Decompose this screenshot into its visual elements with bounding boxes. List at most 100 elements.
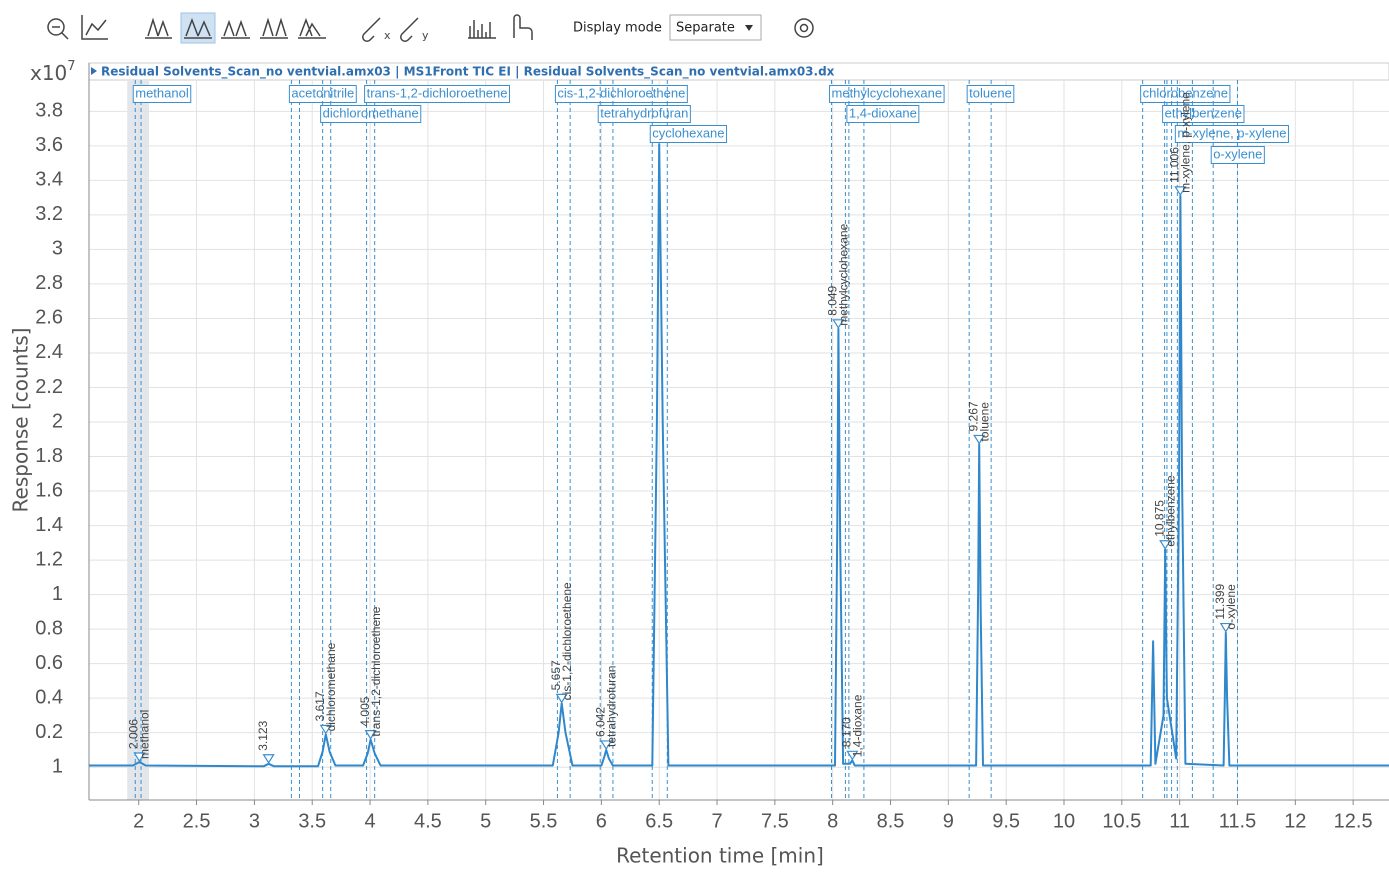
peak-marker: [1174, 186, 1187, 197]
y-tick-label: 1.6: [35, 479, 63, 501]
y-tick-label: 3.4: [35, 169, 63, 191]
peak-marker: [973, 434, 986, 445]
trace: [89, 143, 1389, 768]
peak-time-label: 3.617: [313, 691, 327, 721]
peak-marker: [133, 752, 146, 763]
peak-marker: [832, 319, 845, 329]
link-x-button[interactable]: x: [362, 17, 391, 42]
peak-marker: [364, 729, 377, 740]
peak-time-label: 8.049: [826, 285, 840, 315]
y-tick-label: 3.8: [35, 100, 63, 122]
x-tick-label: 11.5: [1219, 810, 1256, 832]
compound-box: [649, 125, 728, 143]
compound-box: [364, 85, 511, 103]
x-tick-label: 4.5: [414, 810, 442, 832]
compound-label: chlorobenzene: [1143, 85, 1228, 100]
compound-box: [846, 105, 920, 123]
compound-label: tetrahydrofuran: [600, 105, 688, 120]
peak-marker: [555, 693, 568, 704]
link-y-button[interactable]: y: [400, 17, 429, 42]
trace-title: Residual Solvents_Scan_no ventvial.amx03…: [101, 65, 835, 80]
y-tick-label: 1.8: [35, 445, 63, 467]
toolbar: x y Display mode Separate: [47, 12, 814, 44]
peak-marker: [319, 724, 332, 735]
x-tick-label: 7: [711, 810, 722, 832]
peak-name-label: dichloromethane: [324, 642, 338, 731]
dropdown-arrow: [745, 25, 753, 31]
peak-marker: [600, 740, 613, 751]
compound-label: toluene: [969, 85, 1012, 100]
peak-name-label: cis-1,2-dichloroethene: [560, 582, 574, 700]
y-tick-label: 1: [52, 755, 63, 777]
compound-label: 1,4-dioxane: [849, 105, 917, 120]
compound-box: [1140, 85, 1231, 103]
zoom-out-button[interactable]: [47, 18, 69, 40]
peak-time-label: 4.005: [358, 696, 372, 726]
peak-name-label: 1,4-dioxane: [851, 694, 865, 757]
peak-time-label: 8.170: [840, 717, 854, 747]
x-tick-label: 11: [1169, 810, 1190, 832]
x-tick-label: 2: [133, 810, 144, 832]
compound-label: dichloromethane: [323, 105, 419, 120]
split-button[interactable]: [221, 19, 250, 39]
x-tick-label: 10.5: [1102, 810, 1141, 832]
x-tick-label: 6: [596, 810, 607, 832]
compound-box: [554, 85, 688, 103]
compound-label: cyclohexane: [652, 125, 724, 140]
peak-time-label: 11.399: [1213, 583, 1227, 619]
peak-time-label: 10.875: [1152, 500, 1166, 537]
display-mode-label: Display mode: [573, 21, 662, 36]
peak-marker: [846, 750, 859, 761]
y-tick-label: 3: [52, 238, 63, 260]
peak-marker: [1219, 622, 1232, 633]
peak-time-label: 6.042: [593, 707, 607, 737]
y-tick-label: 2.6: [35, 307, 63, 329]
peak-time-label: 2.006: [127, 719, 141, 749]
compound-box: [1210, 146, 1265, 164]
peak-time-label: 9.267: [966, 401, 980, 431]
peak-time-label: 11.006: [1168, 147, 1182, 183]
y-tick-label: 1: [52, 583, 63, 605]
x-tick-label: 8.5: [877, 810, 905, 832]
compound-label: ethylbenzene: [1165, 105, 1242, 120]
compound-label: methanol: [135, 85, 189, 100]
peak-name-label: methanol: [138, 710, 152, 759]
compound-box: [320, 105, 422, 123]
x-tick-label: 10: [1053, 810, 1075, 832]
separate-button[interactable]: [260, 17, 288, 39]
expand-arrow[interactable]: [91, 67, 97, 75]
pointer-button[interactable]: [513, 14, 533, 40]
x-tick-label: 3: [249, 810, 260, 832]
y-axis-title: Response [counts]: [9, 328, 33, 513]
compound-box: [132, 85, 192, 103]
svg-text:x: x: [384, 29, 391, 42]
peak-time-label: 5.657: [549, 660, 563, 690]
overlay-button[interactable]: [145, 17, 172, 39]
x-tick-label: 6.5: [645, 810, 673, 832]
peak-name-label: trans-1,2-dichloroethene: [369, 606, 383, 736]
compound-label: trans-1,2-dichloroethene: [367, 85, 508, 100]
x-tick-label: 8: [827, 810, 838, 832]
waterfall-button[interactable]: [298, 17, 326, 39]
axis-button[interactable]: [81, 15, 108, 40]
x-tick-label: 12: [1284, 810, 1306, 832]
display-mode-select[interactable]: [669, 14, 762, 41]
settings-button[interactable]: [794, 18, 814, 38]
y-scale-base: x10: [30, 61, 67, 85]
svg-text:y: y: [422, 29, 429, 42]
y-tick-label: 1.4: [35, 514, 63, 536]
compound-box: [1162, 105, 1245, 123]
y-tick-label: 0.4: [35, 686, 63, 708]
x-axis-title: Retention time [min]: [616, 844, 824, 868]
peak-name-label: ethylbenzene: [1163, 475, 1177, 547]
spectrum-button[interactable]: [468, 20, 496, 39]
x-tick-label: 5: [480, 810, 491, 832]
y-scale-exponent: 7: [67, 59, 75, 74]
x-tick-label: 7.5: [761, 810, 789, 832]
x-tick-label: 2.5: [183, 810, 211, 832]
peak-name-label: tetrahydrofuran: [604, 666, 618, 747]
peak-name-label: o-xylene: [1224, 584, 1238, 630]
y-tick-label: 1.2: [35, 548, 63, 570]
peak-name-label: m-xylene, p-xylene: [1179, 92, 1193, 193]
